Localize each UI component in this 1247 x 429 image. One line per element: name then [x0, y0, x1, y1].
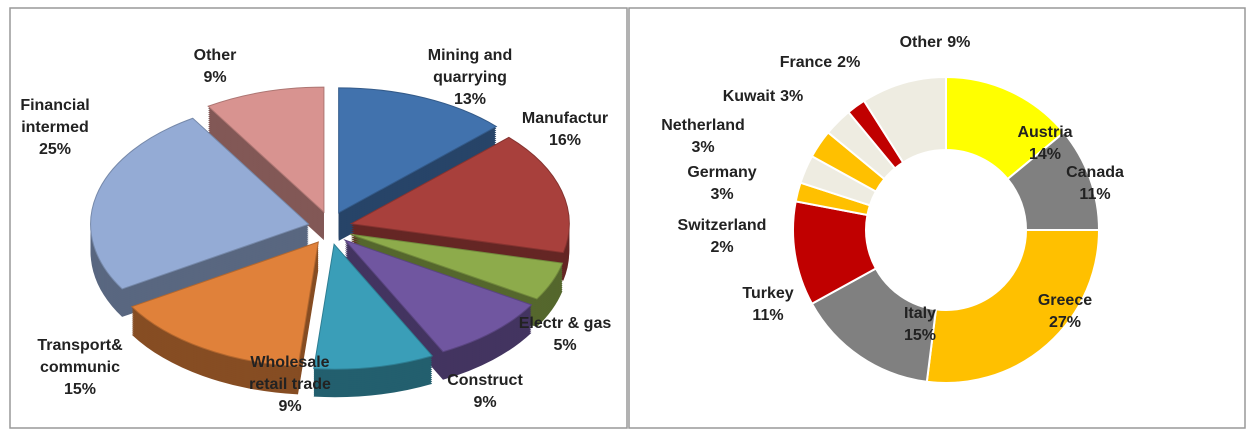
slice-value: 11% — [752, 307, 784, 324]
slice-label: Mining and quarrying 13% — [415, 45, 525, 111]
slice-name: Greece — [1037, 292, 1093, 309]
slice-name: Turkey — [742, 285, 794, 302]
slice-label: Kuwait 3% — [703, 86, 823, 108]
slice-name: Austria — [1017, 124, 1073, 141]
slice — [207, 86, 325, 214]
doughnut-slice — [862, 75, 947, 164]
slice-name: Kuwait — [722, 88, 776, 105]
slice-value: 3% — [710, 186, 734, 203]
slice-value: 14% — [1028, 146, 1062, 163]
slice-label: Canada 11% — [1050, 162, 1140, 206]
slice-label: Wholesale retail trade 9% — [240, 352, 340, 418]
slice-value: 9% — [473, 394, 497, 411]
slice-value: 27% — [1048, 314, 1082, 331]
slice-label: France 2% — [760, 52, 880, 74]
slice — [350, 233, 564, 300]
slice-name: Netherland — [661, 117, 745, 134]
slice — [349, 136, 570, 254]
slice — [343, 239, 533, 353]
slice-name: Manufactur — [521, 110, 609, 127]
slice — [313, 243, 434, 370]
slice-label: Financial intermed 25% — [5, 95, 105, 161]
slice-value: 16% — [548, 132, 582, 149]
left-panel-border — [9, 7, 628, 429]
slice-label: Switzerland 2% — [662, 215, 782, 259]
slice-label: Austria 14% — [1000, 122, 1090, 166]
slice-name: Mining and quarrying — [427, 47, 513, 86]
slice-name: Canada — [1066, 164, 1124, 181]
slice — [338, 87, 498, 214]
slice-value: 13% — [453, 91, 487, 108]
slice-label: Germany 3% — [667, 162, 777, 206]
slice-label: Construct 9% — [435, 370, 535, 414]
slice-label: Other 9% — [875, 32, 995, 54]
slice-label: Italy 15% — [875, 303, 965, 347]
slice-value: 2% — [710, 239, 734, 256]
slice-name: Transport& communic — [37, 337, 123, 376]
slice-name: Construct — [447, 372, 523, 389]
slice-value: 9% — [203, 69, 227, 86]
slice-name: Wholesale retail trade — [249, 354, 331, 393]
slice-value: 11% — [1079, 186, 1111, 203]
slice-name: France — [779, 54, 833, 71]
slice-value: 3% — [691, 139, 715, 156]
slice-value: 9% — [278, 398, 302, 415]
slice-label: Other 9% — [175, 45, 255, 89]
slice-value: 25% — [38, 141, 72, 158]
slice-value: 5% — [553, 337, 577, 354]
slice-name: Other — [193, 47, 237, 64]
slice-label: Manufactur 16% — [510, 108, 620, 152]
slice-name: Germany — [687, 164, 757, 181]
slice-name: Financial intermed — [20, 97, 90, 136]
slice-value: 3% — [780, 88, 804, 105]
slice — [90, 117, 310, 290]
right-panel-border — [628, 7, 1246, 429]
slice-value: 15% — [903, 327, 937, 344]
slice-label: Turkey 11% — [723, 283, 813, 327]
slice — [130, 241, 319, 367]
slice-name: Electr & gas — [518, 315, 612, 332]
doughnut-slice — [925, 229, 1101, 384]
slice-value: 9% — [947, 34, 971, 51]
slice-name: Italy — [903, 305, 936, 322]
slice-label: Transport& communic 15% — [20, 335, 140, 401]
slice-value: 2% — [837, 54, 861, 71]
slice-label: Netherland 3% — [648, 115, 758, 159]
slice-label: Greece 27% — [1020, 290, 1110, 334]
slice-name: Other — [899, 34, 943, 51]
slice-value: 15% — [63, 381, 97, 398]
slice-label: Electr & gas 5% — [510, 313, 620, 357]
slice-name: Switzerland — [677, 217, 767, 234]
